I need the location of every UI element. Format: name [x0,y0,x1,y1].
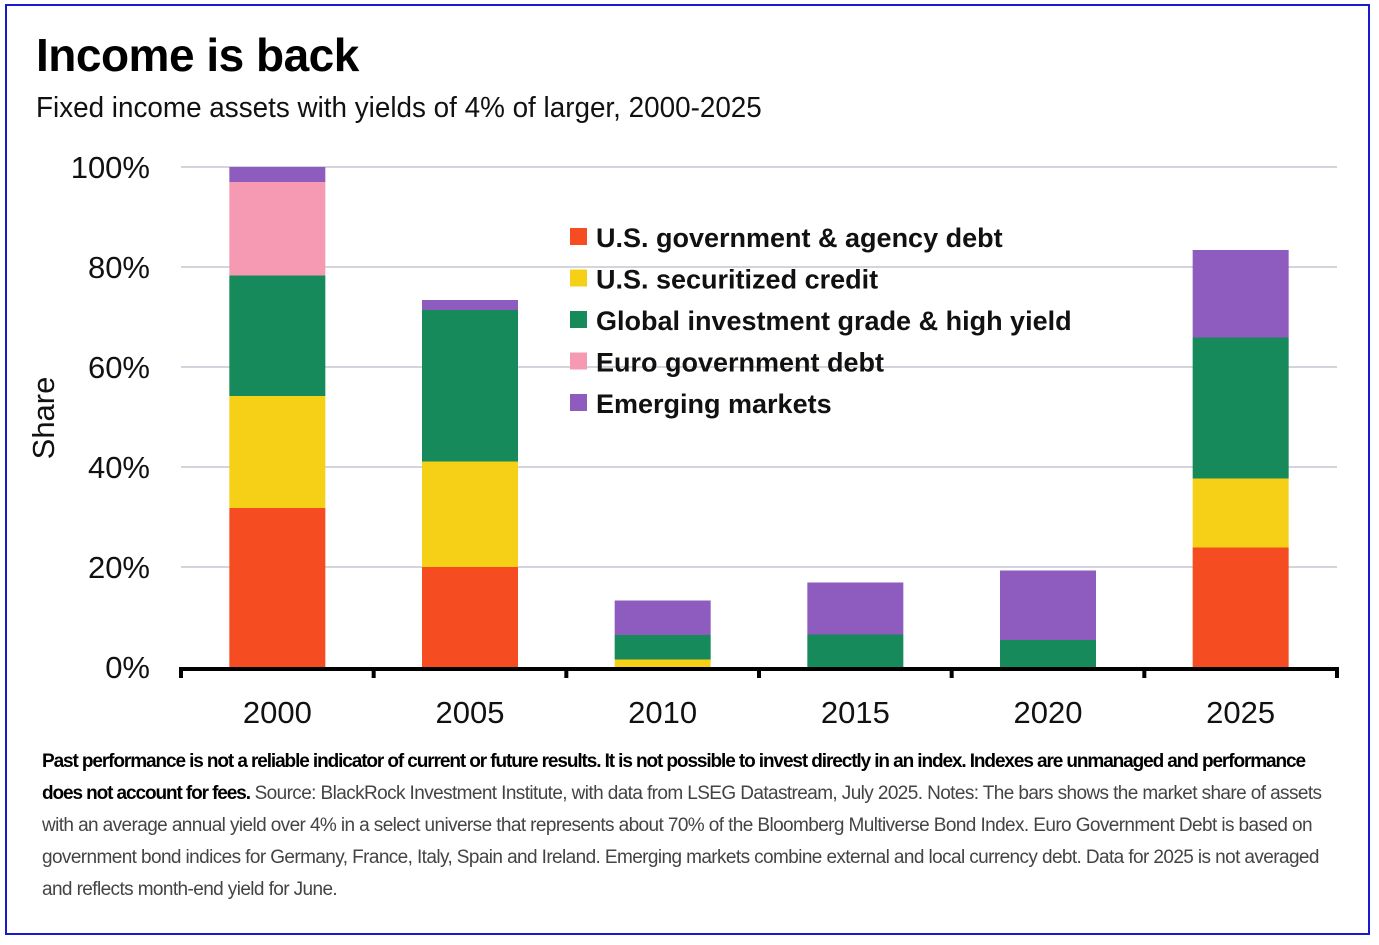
bar-segment [422,300,518,310]
x-tick-label: 2000 [243,695,312,730]
bar-segment [229,396,326,508]
bar-segment [614,635,711,660]
x-axis [179,667,1339,678]
bar-segment [422,461,518,567]
y-axis-tick-labels: 0% 20% 40% 60% 80% 100% [71,150,150,685]
bar-segment [229,182,326,276]
bar-stack-2020 [1000,570,1096,667]
bar-segment [229,508,326,667]
x-tick-label: 2010 [628,695,697,730]
chart-title: Income is back [36,29,359,81]
legend-label: U.S. securitized credit [596,265,878,295]
legend-swatch [570,269,587,287]
bar-segment [807,582,904,635]
bar-segment [422,567,518,667]
legend-item: U.S. government & agency debt [570,223,1003,253]
bar-segment [1192,250,1289,338]
bar-stack-2005 [422,300,518,667]
legend-label: U.S. government & agency debt [596,223,1003,253]
chart-subtitle: Fixed income assets with yields of 4% of… [36,92,762,124]
bar-segment [807,634,904,667]
bar-segment [614,659,711,667]
x-tick-label: 2005 [436,695,505,730]
legend-label: Euro government debt [596,348,884,378]
legend-label: Emerging markets [596,389,832,419]
legend-item: Euro government debt [570,348,884,378]
y-tick-label: 60% [88,350,150,385]
bar-segment [1000,640,1096,667]
legend-label: Global investment grade & high yield [596,306,1072,336]
legend-swatch [570,352,587,370]
bar-segment [229,167,326,182]
legend-item: Emerging markets [570,389,832,419]
legend-swatch [570,228,587,245]
bar-segment [422,310,518,462]
bars [229,167,1289,667]
y-tick-label: 40% [88,450,150,485]
y-tick-label: 100% [71,150,150,185]
source-notes-text: Source: BlackRock Investment Institute, … [42,783,1322,900]
bar-segment [229,275,326,396]
footnote: Past performance is not a reliable indic… [42,746,1342,906]
bar-stack-2025 [1192,250,1289,667]
disclaimer-text: Past performance is not a reliable indic… [42,751,1306,804]
bar-segment [614,600,711,635]
legend-item: Global investment grade & high yield [570,306,1072,336]
legend: U.S. government & agency debt U.S. securi… [570,223,1072,419]
y-axis-label: Share [26,377,61,460]
bar-segment [1000,570,1096,640]
bar-segment [1192,547,1289,667]
chart-frame [5,4,1370,935]
bar-segment [1192,478,1289,548]
bar-stack-2015 [807,582,904,667]
y-tick-label: 20% [88,550,150,585]
legend-swatch [570,394,587,411]
bar-segment [1192,337,1289,479]
x-tick-label: 2025 [1206,695,1275,730]
x-tick-label: 2015 [821,695,890,730]
gridlines [181,166,1337,568]
x-axis-tick-labels: 2000 2005 2010 2015 2020 2025 [243,695,1275,730]
bar-stack-2010 [614,600,711,667]
stacked-bar-chart: 0% 20% 40% 60% 80% 100% Share 2000 2005 2010 201… [26,150,1339,730]
x-tick-label: 2020 [1014,695,1083,730]
legend-swatch [570,311,587,328]
y-tick-label: 80% [88,250,150,285]
bar-stack-2000 [229,167,326,667]
legend-item: U.S. securitized credit [570,265,878,295]
y-tick-label: 0% [105,650,150,685]
